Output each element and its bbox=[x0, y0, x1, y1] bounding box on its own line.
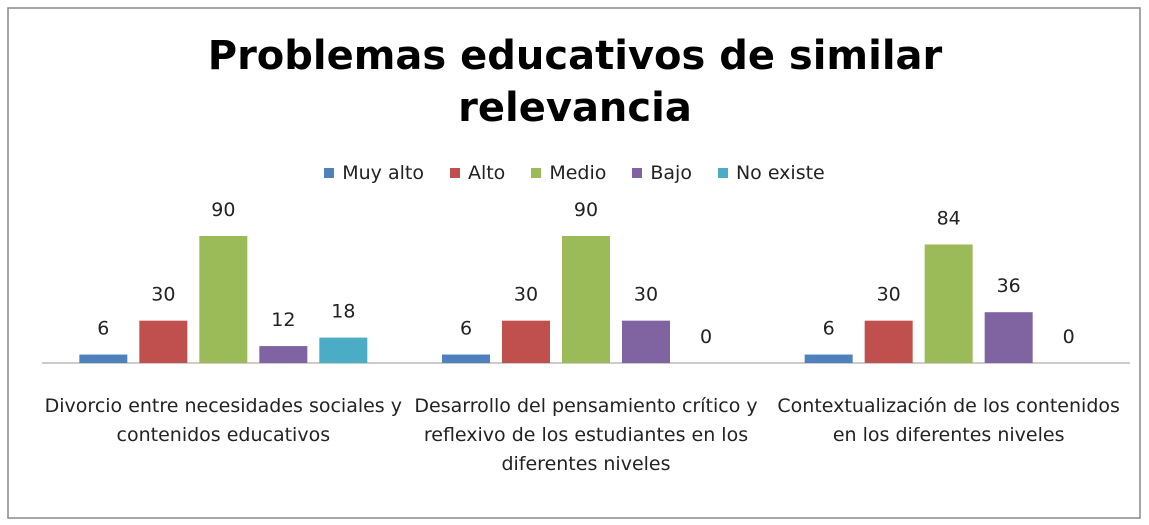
data-label: 36 bbox=[997, 275, 1021, 297]
data-label: 0 bbox=[1063, 326, 1075, 348]
bar bbox=[442, 354, 490, 363]
frame bbox=[7, 7, 1141, 519]
data-label: 30 bbox=[151, 284, 175, 306]
bar bbox=[622, 320, 670, 363]
data-label: 30 bbox=[634, 284, 658, 306]
legend-item: No existe bbox=[717, 162, 825, 184]
bar bbox=[864, 320, 913, 363]
legend-item: Medio bbox=[531, 162, 606, 184]
legend-item: Muy alto bbox=[324, 162, 424, 184]
data-label: 30 bbox=[514, 284, 538, 306]
bar bbox=[804, 354, 853, 363]
legend-swatch bbox=[717, 168, 728, 178]
legend-label: Muy alto bbox=[342, 162, 424, 184]
data-label: 6 bbox=[823, 318, 835, 340]
legend-swatch bbox=[449, 168, 460, 178]
data-label: 90 bbox=[574, 199, 598, 221]
data-label: 0 bbox=[700, 326, 712, 348]
legend-label: Alto bbox=[467, 162, 506, 184]
bar bbox=[924, 244, 973, 363]
bar bbox=[319, 337, 368, 363]
data-label: 6 bbox=[97, 318, 109, 340]
bar bbox=[79, 354, 128, 363]
data-label: 90 bbox=[211, 199, 235, 221]
bar bbox=[562, 236, 610, 363]
data-label: 30 bbox=[877, 284, 901, 306]
legend-swatch bbox=[632, 168, 643, 178]
data-label: 12 bbox=[271, 309, 295, 331]
legend-label: Medio bbox=[549, 162, 607, 184]
legend-swatch bbox=[531, 168, 542, 178]
legend-swatch bbox=[324, 168, 335, 178]
data-label: 84 bbox=[937, 207, 961, 229]
x-tick-label: Divorcio entre necesidades sociales y co… bbox=[44, 395, 402, 446]
legend: Muy alto Alto Medio Bajo No existe bbox=[0, 162, 1149, 184]
x-tick-label: Contextualización de los contenidos en l… bbox=[777, 395, 1120, 446]
bar bbox=[984, 312, 1033, 363]
legend-label: Bajo bbox=[650, 162, 692, 184]
bar bbox=[259, 346, 308, 363]
legend-item: Alto bbox=[449, 162, 506, 184]
bar bbox=[199, 236, 248, 363]
legend-label: No existe bbox=[735, 162, 825, 184]
bar bbox=[502, 320, 550, 363]
bar bbox=[139, 320, 188, 363]
data-label: 18 bbox=[331, 301, 355, 323]
data-label: 6 bbox=[460, 318, 472, 340]
legend-item: Bajo bbox=[632, 162, 692, 184]
x-tick-label: Desarrollo del pensamiento crítico y ref… bbox=[414, 395, 758, 475]
chart-title: Problemas educativos de similar relevanc… bbox=[207, 33, 943, 131]
